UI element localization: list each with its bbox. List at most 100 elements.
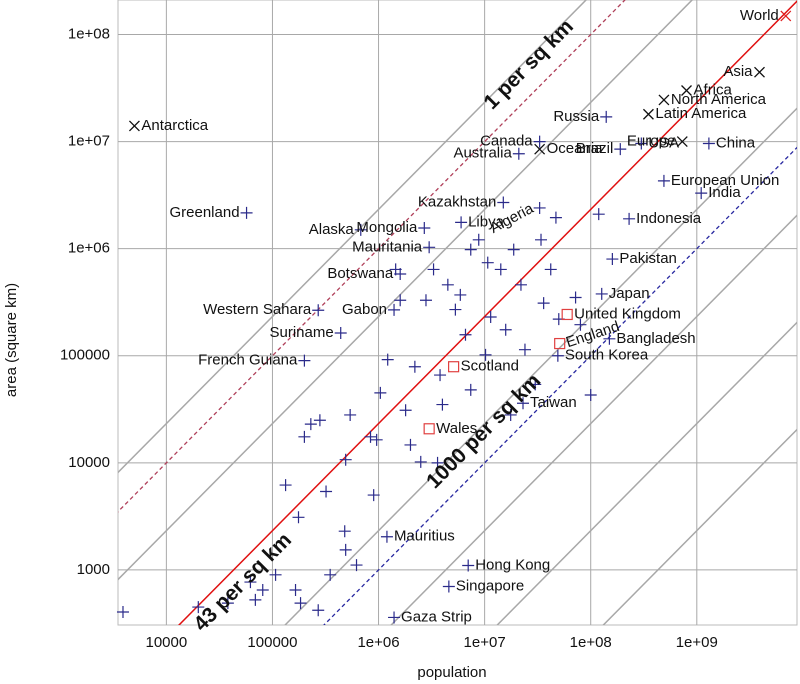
density-line	[496, 321, 797, 625]
point	[497, 196, 510, 209]
point	[544, 263, 557, 276]
point-label: Indonesia	[636, 210, 702, 227]
point	[350, 559, 363, 572]
point	[549, 211, 562, 224]
point	[481, 256, 494, 269]
point-label: Africa	[694, 81, 733, 98]
point	[294, 597, 307, 610]
point	[394, 294, 407, 307]
point	[642, 108, 654, 120]
y-tick-label: 100000	[60, 347, 110, 364]
point	[256, 583, 269, 596]
point	[603, 332, 616, 345]
point	[418, 221, 431, 234]
point	[244, 576, 257, 589]
point	[554, 337, 566, 350]
y-tick-label: 10000	[68, 454, 110, 471]
point	[533, 135, 546, 148]
point-label: USA	[648, 134, 679, 151]
point	[635, 137, 648, 150]
point-label: World	[740, 7, 779, 24]
point	[518, 343, 531, 356]
point-label: Latin America	[655, 105, 747, 122]
point-label: Australia	[453, 145, 512, 162]
point	[592, 208, 605, 221]
point	[339, 543, 352, 556]
density-line	[118, 0, 626, 513]
point	[464, 243, 477, 256]
point-label: Pakistan	[619, 250, 677, 267]
point	[427, 263, 440, 276]
point	[676, 136, 688, 148]
point	[459, 328, 472, 341]
point-label: Japan	[609, 285, 650, 302]
point-label: United Kingdom	[574, 305, 681, 322]
point	[313, 414, 326, 427]
point-label: Oceania	[547, 140, 604, 157]
point	[334, 327, 347, 340]
point	[754, 66, 765, 78]
point	[512, 147, 525, 160]
point	[442, 580, 455, 593]
point	[494, 263, 507, 276]
point-label: Alaska	[309, 221, 355, 238]
point	[517, 397, 530, 410]
point	[574, 318, 587, 331]
point	[399, 404, 412, 417]
x-tick-label: 1e+06	[357, 634, 399, 651]
point	[569, 291, 582, 304]
point	[484, 311, 497, 324]
grid	[118, 0, 797, 625]
point	[472, 233, 485, 246]
point	[702, 137, 715, 150]
point	[537, 297, 550, 310]
point	[514, 278, 527, 291]
point-label: Libya	[468, 213, 505, 230]
point	[128, 120, 140, 132]
point	[312, 604, 325, 617]
point	[312, 304, 325, 317]
point	[423, 241, 436, 254]
x-tick-label: 100000	[247, 634, 297, 651]
point-label: Russia	[553, 108, 600, 125]
x-tick-label: 1e+08	[570, 634, 612, 651]
point	[434, 369, 447, 382]
point	[298, 430, 311, 443]
point	[623, 212, 636, 225]
point-label: Asia	[723, 63, 753, 80]
reference-lines	[118, 0, 797, 625]
density-line	[177, 0, 797, 625]
point	[448, 361, 460, 373]
point	[464, 383, 477, 396]
point	[551, 349, 564, 362]
point	[507, 243, 520, 256]
point	[414, 455, 427, 468]
point	[561, 308, 573, 321]
point	[249, 593, 262, 606]
point	[221, 597, 234, 610]
point	[279, 479, 292, 492]
point	[292, 511, 305, 524]
point	[304, 418, 317, 431]
point	[116, 605, 129, 618]
point	[431, 456, 444, 469]
x-tick-label: 10000	[146, 634, 188, 651]
point-label: European Union	[671, 172, 779, 189]
point	[584, 389, 597, 402]
point	[381, 353, 394, 366]
point-label: Antarctica	[141, 117, 208, 134]
point	[374, 386, 387, 399]
point	[338, 525, 351, 538]
point-label: Bangladesh	[616, 330, 695, 347]
point	[614, 143, 627, 156]
point	[370, 433, 383, 446]
density-line	[602, 428, 797, 625]
point-label: Greenland	[169, 204, 239, 221]
point	[529, 378, 542, 391]
point	[298, 354, 311, 367]
point	[441, 278, 454, 291]
point	[364, 430, 377, 443]
point-label: Hong Kong	[475, 556, 550, 573]
